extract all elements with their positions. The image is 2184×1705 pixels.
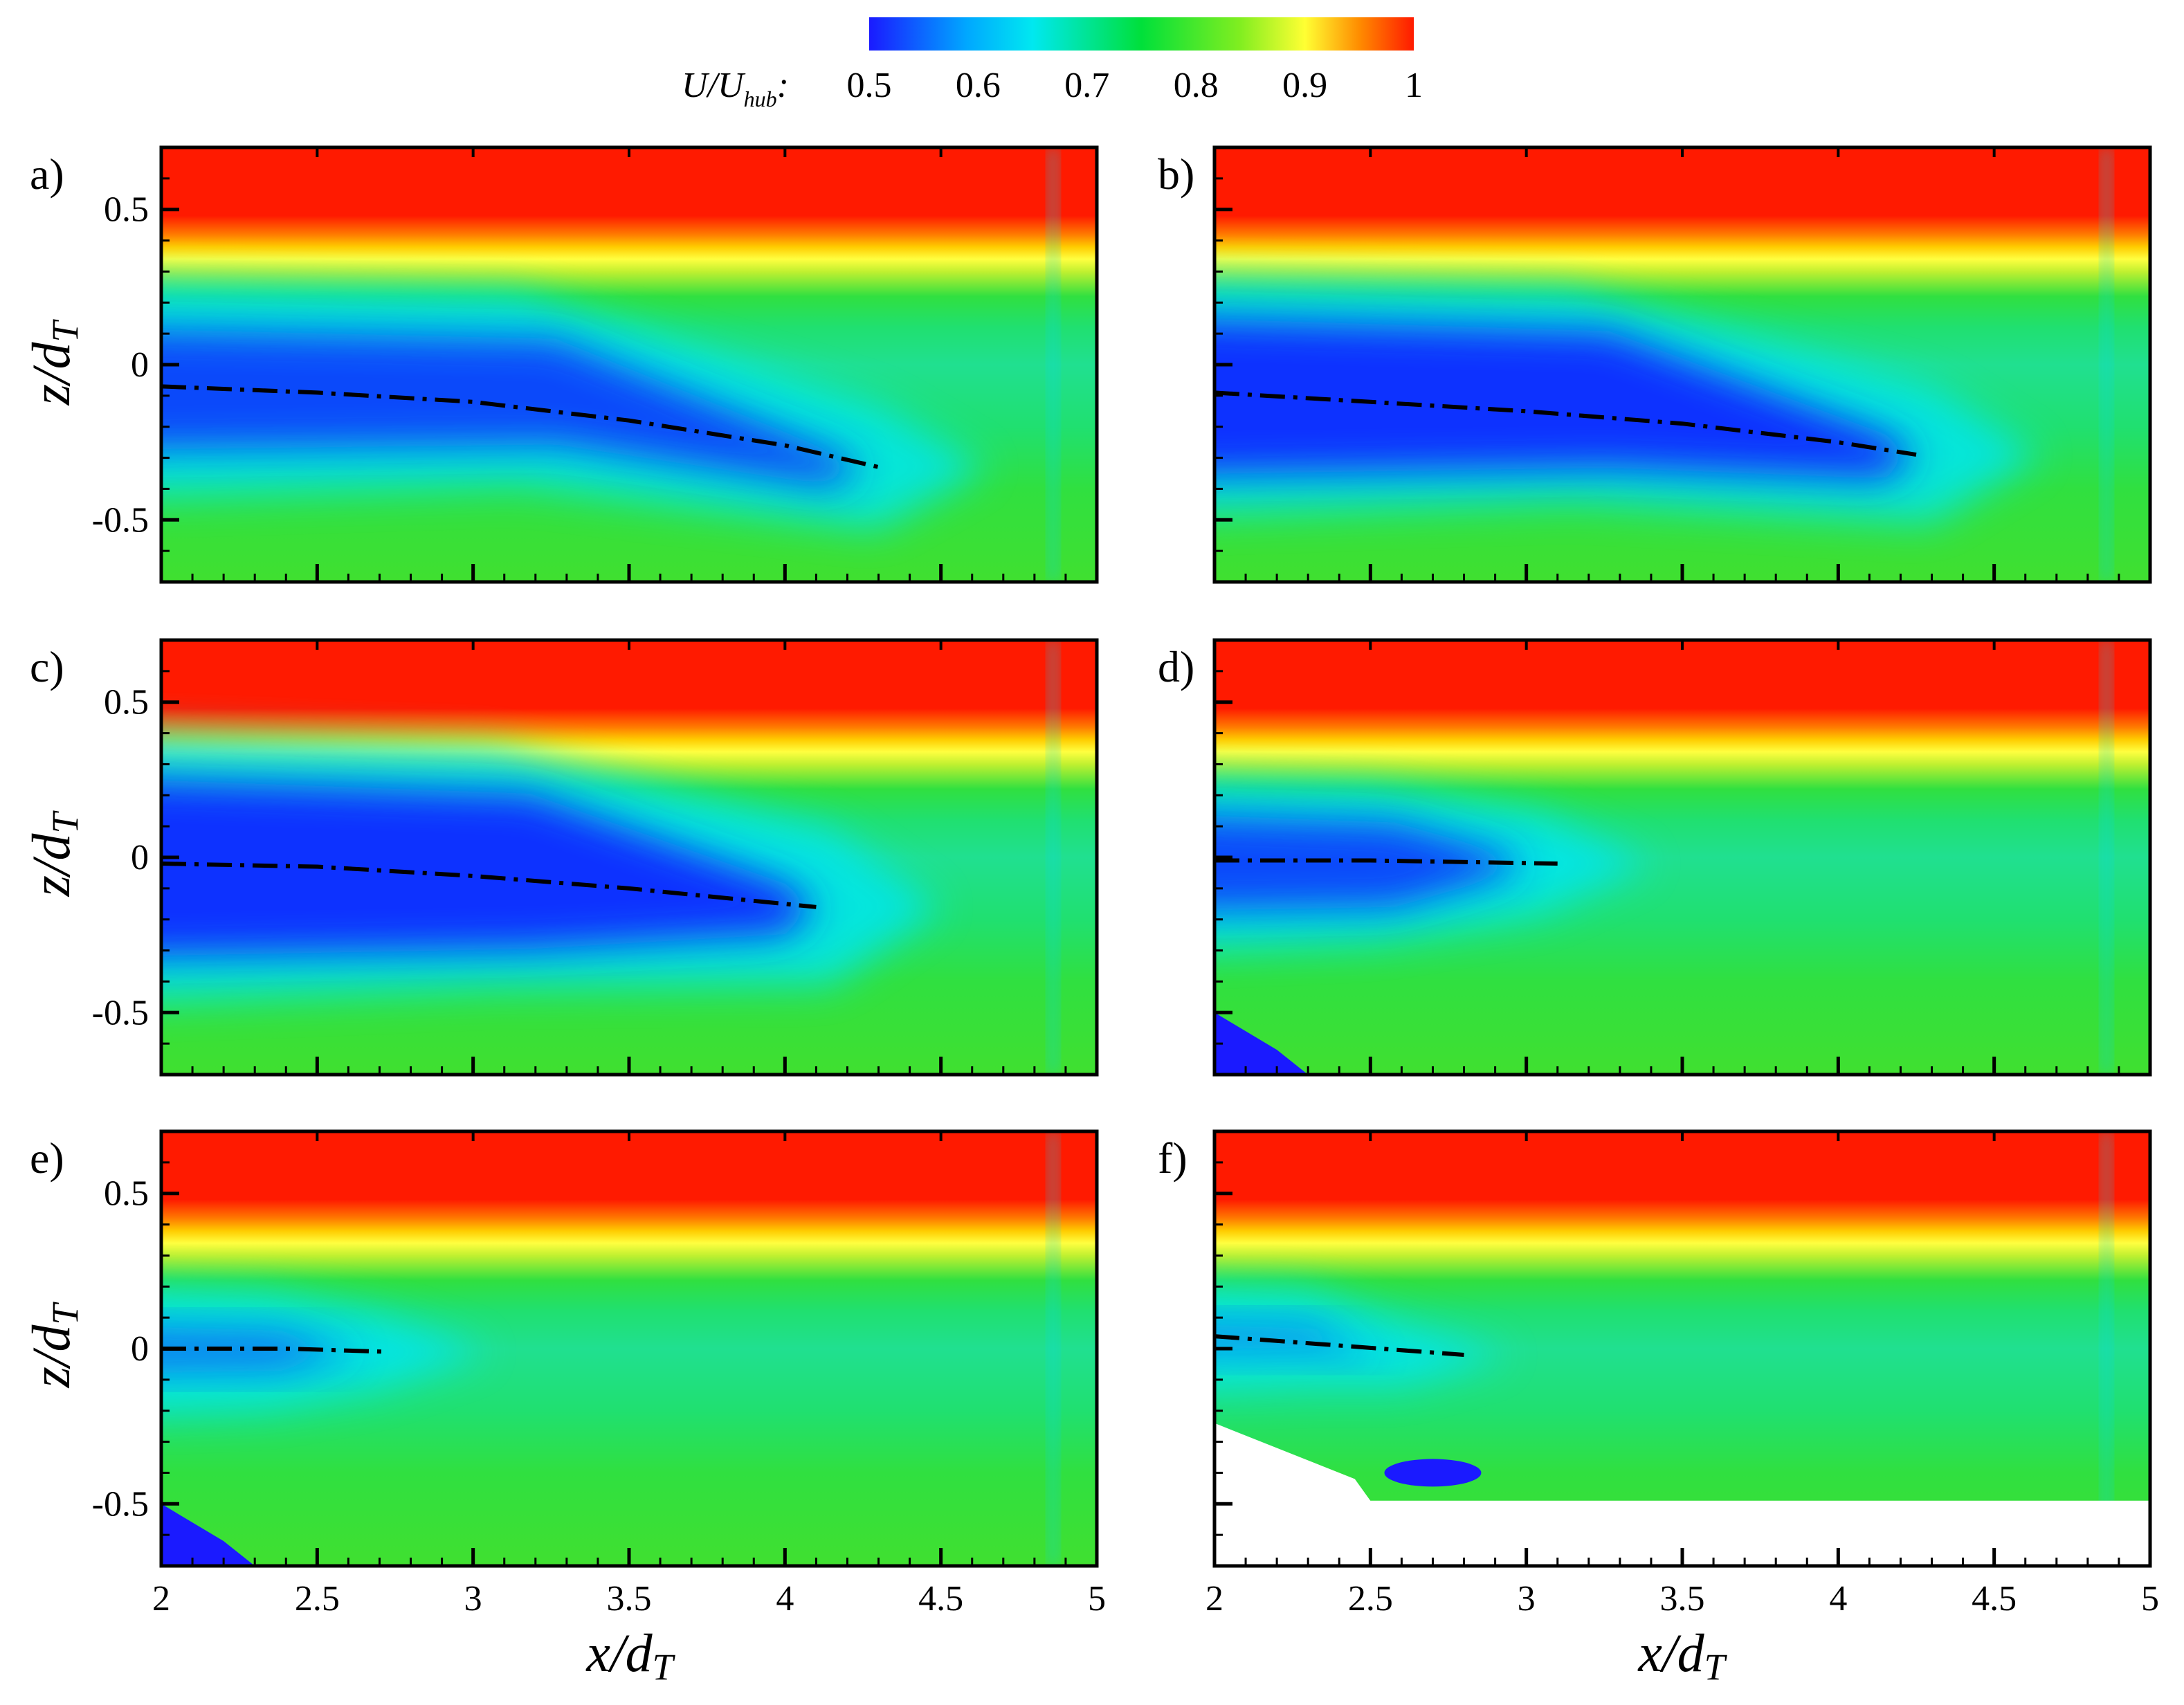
panel-label: b) [1158, 149, 1194, 199]
panel-label: e) [30, 1133, 64, 1183]
velocity-field [1214, 640, 2150, 1075]
colorbar-tick-label: 0.9 [1282, 66, 1327, 105]
ylabel-row-3: z/dT [21, 1302, 86, 1389]
wake-core [1214, 1322, 1386, 1360]
colorbar-tick-labels: 0.5 0.6 0.7 0.8 0.9 1 [847, 66, 1423, 105]
x-tick-label: 2.5 [1348, 1579, 1393, 1619]
panel-label: f) [1158, 1133, 1187, 1183]
y-tick-label: 0 [131, 1329, 149, 1369]
y-tick-label: 0.5 [104, 190, 149, 230]
wake-centerline [1214, 858, 1558, 866]
y-tick-label: -0.5 [92, 500, 149, 540]
low-velocity-patch [161, 1504, 255, 1566]
x-tick-label: 4.5 [918, 1579, 963, 1619]
low-velocity-patch [1214, 1012, 1309, 1075]
vertical-artifact [2100, 640, 2112, 1075]
y-tick-label: 0 [131, 838, 149, 877]
x-tick-label: 4.5 [1972, 1579, 2017, 1619]
colorbar-tick-label: 0.6 [956, 66, 1001, 105]
x-tick-label: 5 [2141, 1579, 2159, 1619]
x-tick-label: 4 [776, 1579, 794, 1619]
panel-b: b) [1158, 145, 2152, 584]
y-tick-label: -0.5 [92, 993, 149, 1032]
x-tick-label: 2 [152, 1579, 170, 1619]
vertical-artifact [1047, 147, 1059, 582]
x-tick-label: 3.5 [607, 1579, 652, 1619]
colorbar-tick-label: 0.8 [1174, 66, 1219, 105]
vertical-artifact [1047, 1131, 1059, 1566]
wake-core [161, 329, 863, 486]
wake-centerline [161, 861, 817, 909]
wake-envelope [1214, 1286, 1511, 1390]
panel-label: d) [1158, 642, 1194, 691]
velocity-field [1214, 1131, 2150, 1566]
colorbar: U/Uhub: 0.5 0.6 0.7 0.8 0.9 1 [682, 17, 1423, 111]
colorbar-tick-label: 1 [1405, 66, 1423, 105]
colorbar-label: U/Uhub: [682, 66, 789, 111]
x-tick-label: 2.5 [295, 1579, 340, 1619]
colorbar-tick-label: 0.5 [847, 66, 892, 105]
velocity-field [1214, 147, 2150, 582]
vertical-artifact [2100, 1131, 2112, 1566]
ylabel-row-2: z/dT [21, 810, 86, 897]
masked-region [1214, 1423, 2150, 1566]
colorbar-gradient [869, 17, 1414, 51]
wake-core [1214, 816, 1527, 911]
y-tick-label: 0.5 [104, 1174, 149, 1214]
x-tick-label: 5 [1088, 1579, 1106, 1619]
ylabel-row-1: z/dT [21, 319, 86, 406]
wake-centerline [161, 1347, 386, 1354]
velocity-field [161, 147, 1097, 582]
y-tick-label: 0 [131, 345, 149, 385]
panel-c: 0.5 0 -0.5 c) [30, 638, 1099, 1077]
wake-core [161, 780, 817, 956]
x-tick-label: 4 [1829, 1579, 1847, 1619]
wake-core [1214, 319, 1916, 479]
panel-d: d) [1158, 638, 2152, 1077]
colorbar-tick-label: 0.7 [1064, 66, 1109, 105]
panel-label: a) [30, 149, 64, 199]
panel-f: 2 2.5 3 3.5 4 4.5 5 f) [1158, 1129, 2159, 1619]
y-tick-label: -0.5 [92, 1484, 149, 1524]
x-tick-label: 3 [1518, 1579, 1536, 1619]
x-tick-label: 2 [1205, 1579, 1223, 1619]
wake-centerline [1214, 1334, 1464, 1357]
panel-e: 0.5 0 -0.5 2 2.5 3 3.5 4 4.5 5 e) [30, 1129, 1106, 1619]
y-tick-label: 0.5 [104, 683, 149, 722]
xlabel-right: x/dT [1637, 1623, 1727, 1688]
wake-centerline [161, 384, 880, 469]
panel-a: 0.5 0 -0.5 a) [30, 145, 1099, 584]
y-axis-labels: z/dT z/dT z/dT [21, 319, 86, 1389]
panel-label: c) [30, 642, 64, 691]
x-tick-label: 3.5 [1660, 1579, 1705, 1619]
velocity-field [161, 1131, 1097, 1566]
velocity-field [161, 640, 1097, 1075]
panels: 0.5 0 -0.5 a) b) 0.5 0 -0.5 c) d) 0.5 0 -0.5 2 2.5 3 3.5… [30, 145, 2159, 1619]
x-tick-label: 3 [464, 1579, 482, 1619]
x-axis-labels: x/dT x/dT [585, 1623, 1727, 1688]
vertical-artifact [1047, 640, 1059, 1075]
vertical-artifact [2100, 147, 2112, 582]
xlabel-left: x/dT [585, 1623, 675, 1688]
low-velocity-patch [1384, 1459, 1482, 1487]
